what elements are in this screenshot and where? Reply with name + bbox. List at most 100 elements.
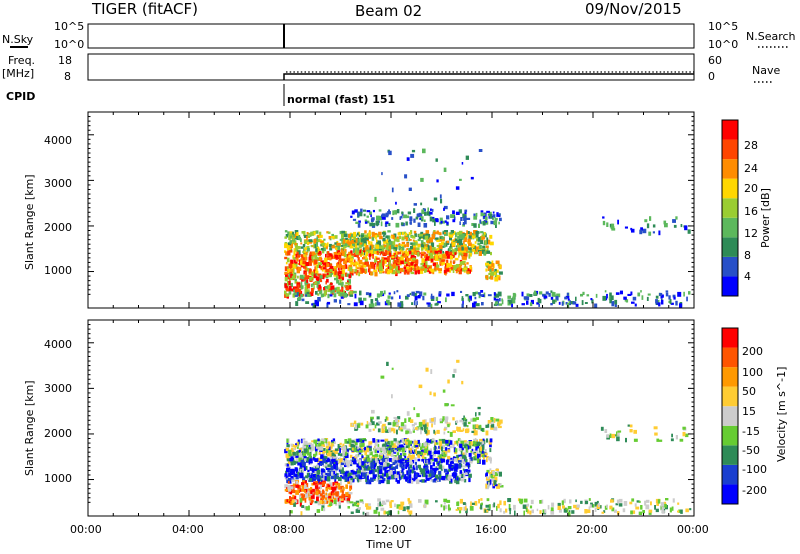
range-cell (461, 246, 464, 251)
range-cell (382, 261, 385, 266)
range-cell (470, 450, 472, 453)
xtick-0400: 04:00 (172, 523, 204, 536)
range-cell (303, 448, 308, 453)
range-cell (376, 477, 379, 482)
range-cell (439, 446, 442, 450)
range-cell (290, 233, 294, 236)
range-cell (538, 303, 540, 307)
range-cell (474, 241, 477, 244)
range-cell (438, 464, 443, 470)
freq-panel (87, 53, 695, 81)
range-cell (474, 296, 477, 300)
range-cell (481, 454, 485, 458)
range-cell (369, 255, 371, 260)
range-cell (475, 303, 480, 307)
range-cell (301, 231, 304, 234)
range-cell (394, 473, 399, 478)
range-cell (286, 243, 290, 248)
range-cell (405, 233, 410, 239)
range-cell (414, 259, 419, 264)
nave-tick-top: 60 (708, 54, 722, 67)
range-cell (329, 284, 331, 288)
range-cell (434, 478, 437, 481)
range-cell (410, 235, 415, 238)
range-cell (348, 274, 352, 279)
range-cell (497, 421, 502, 425)
range-cell (443, 505, 448, 510)
range-cell (395, 477, 398, 482)
range-cell (328, 253, 332, 256)
range-cell (378, 266, 383, 271)
range-cell (334, 266, 337, 269)
range-cell (397, 302, 402, 307)
range-cell (412, 465, 416, 471)
range-cell (437, 301, 441, 304)
range-cell (642, 510, 645, 514)
range-cell (374, 247, 379, 251)
range-cell (354, 209, 358, 213)
range-cell (334, 479, 337, 484)
range-cell (425, 244, 429, 249)
range-cell (307, 289, 310, 293)
range-cell (352, 503, 354, 507)
range-cell (360, 233, 365, 236)
range-cell (349, 267, 353, 272)
range-cell (675, 216, 678, 220)
range-cell (492, 419, 495, 425)
range-cell (414, 268, 419, 271)
range-cell (493, 292, 496, 296)
range-cell (350, 253, 354, 256)
range-cell (374, 234, 378, 239)
range-cell (294, 445, 296, 450)
range-cell (463, 250, 466, 254)
range-cell (329, 467, 333, 471)
range-cell (400, 215, 403, 219)
range-cell (393, 438, 397, 442)
range-cell (348, 233, 352, 238)
range-cell (349, 285, 352, 290)
range-cell (488, 504, 491, 509)
range-cell (344, 464, 347, 468)
range-cell (466, 441, 470, 445)
range-cell (351, 256, 354, 260)
range-cell (363, 439, 367, 442)
range-cell (424, 211, 427, 216)
range-cell (379, 294, 383, 297)
range-cell (374, 271, 378, 277)
range-cell (295, 458, 299, 462)
range-cell (497, 425, 502, 429)
range-cell (462, 468, 465, 471)
range-cell (292, 239, 296, 244)
range-cell (363, 475, 367, 479)
range-cell (345, 459, 349, 465)
range-cell (401, 458, 405, 462)
range-cell (360, 234, 364, 238)
range-cell (359, 500, 363, 503)
range-cell (550, 510, 555, 515)
range-cell (663, 503, 667, 508)
range-cell (364, 450, 367, 456)
range-cell (425, 458, 427, 463)
range-cell (443, 452, 445, 457)
range-cell (420, 426, 424, 431)
range-cell (464, 419, 468, 422)
range-cell (485, 430, 489, 436)
range-cell (297, 284, 300, 290)
range-cell (430, 369, 433, 374)
range-cell (434, 257, 439, 261)
range-cell (359, 250, 362, 254)
range-cell (367, 466, 371, 469)
range-cell (410, 266, 413, 272)
range-cell (468, 452, 472, 457)
range-cell (435, 158, 438, 162)
range-cell (374, 251, 378, 254)
range-cell (384, 222, 388, 227)
range-cell (340, 475, 342, 478)
range-cell (424, 480, 427, 483)
range-cell (372, 428, 375, 431)
range-cell (305, 275, 310, 279)
range-cell (401, 231, 404, 236)
range-cell (350, 470, 354, 473)
range-cell (446, 240, 449, 244)
range-cell (319, 446, 324, 451)
